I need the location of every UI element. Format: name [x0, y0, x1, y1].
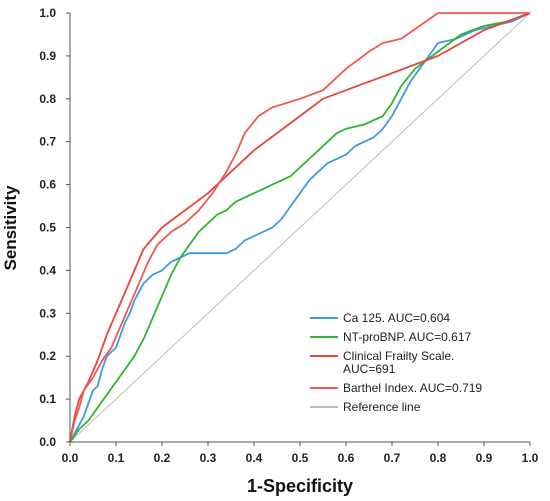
- series-line-barthel-index-auc-0-719: [69, 12, 530, 443]
- y-tick-label: 0.1: [39, 392, 56, 406]
- x-tick-label: 0.9: [476, 451, 493, 465]
- legend-item-reference-line: Reference line: [310, 400, 421, 414]
- legend-label: Reference line: [343, 400, 421, 414]
- x-tick-label: 0.6: [338, 451, 355, 465]
- x-tick-label: 0.1: [108, 451, 125, 465]
- legend-label: Clinical Frailty Scale.: [343, 349, 454, 363]
- y-tick-label: 0.6: [39, 178, 56, 192]
- legend: Ca 125. AUC=0.604 NT-proBNP. AUC=0.617 Cli…: [310, 311, 482, 414]
- y-tick-label: 0.9: [39, 49, 56, 63]
- legend-label: AUC=691: [343, 362, 396, 376]
- y-tick-label: 0.0: [39, 435, 56, 449]
- series-layer: [69, 12, 531, 443]
- legend-label: Ca 125. AUC=0.604: [343, 311, 450, 325]
- series-line-reference-line: [69, 12, 531, 443]
- legend-label: NT-proBNP. AUC=0.617: [343, 330, 472, 344]
- x-axis-title: 1-Specificity: [247, 476, 353, 496]
- legend-item-nt-probnp-auc-0-617: NT-proBNP. AUC=0.617: [310, 330, 472, 344]
- legend-item-barthel-index-auc-0-719: Barthel Index. AUC=0.719: [310, 381, 482, 395]
- series-line-ca-125-auc-0-604: [69, 12, 531, 443]
- y-tick-label: 0.7: [39, 135, 56, 149]
- x-tick-label: 0.5: [292, 451, 309, 465]
- y-axis-title: Sensitivity: [1, 185, 20, 271]
- x-tick-label: 0.4: [246, 451, 263, 465]
- x-tick-label: 0.7: [384, 451, 401, 465]
- x-tick-label: 0.2: [154, 451, 171, 465]
- y-tick-label: 0.3: [39, 306, 56, 320]
- legend-item-clinical-frailty-scale-auc-691: Clinical Frailty Scale.AUC=691: [310, 349, 454, 376]
- x-tick-label: 0.8: [430, 451, 447, 465]
- y-tick-label: 0.8: [39, 92, 56, 106]
- series-line-nt-probnp-auc-0-617: [69, 12, 531, 443]
- y-tick-label: 1.0: [39, 6, 56, 20]
- x-tick-label: 0.0: [62, 451, 79, 465]
- legend-item-ca-125-auc-0-604: Ca 125. AUC=0.604: [310, 311, 450, 325]
- series-line-clinical-frailty-scale-auc-691: [69, 12, 531, 443]
- y-tick-label: 0.2: [39, 349, 56, 363]
- x-tick-label: 0.3: [200, 451, 217, 465]
- legend-label: Barthel Index. AUC=0.719: [343, 381, 482, 395]
- x-tick-label: 1.0: [522, 451, 539, 465]
- y-tick-label: 0.5: [39, 221, 56, 235]
- y-tick-label: 0.4: [39, 263, 56, 277]
- ticks-layer: 0.0 0.1 0.2 0.3 0.4 0.5 0.6 0.7 0.8 0.9 1.0 0.0 0.1 0…: [39, 6, 538, 465]
